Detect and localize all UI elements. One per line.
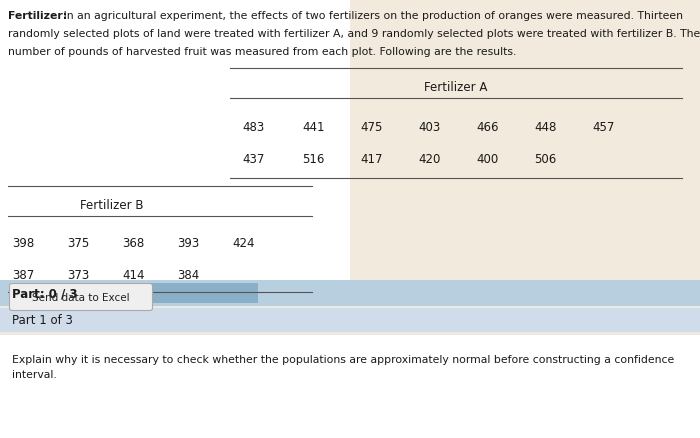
Text: 400: 400 xyxy=(476,153,498,166)
Text: 417: 417 xyxy=(360,153,382,166)
Text: number of pounds of harvested fruit was measured from each plot. Following are t: number of pounds of harvested fruit was … xyxy=(8,47,517,57)
Text: Fertilizer A: Fertilizer A xyxy=(424,81,488,94)
Text: 475: 475 xyxy=(360,121,382,134)
Text: 414: 414 xyxy=(122,268,144,281)
Bar xyxy=(108,283,258,303)
Text: 403: 403 xyxy=(418,121,440,134)
Text: 375: 375 xyxy=(67,237,90,249)
Text: 516: 516 xyxy=(302,153,324,166)
Text: 387: 387 xyxy=(12,268,34,281)
Text: 457: 457 xyxy=(592,121,615,134)
Text: 373: 373 xyxy=(67,268,90,281)
Text: randomly selected plots of land were treated with fertilizer A, and 9 randomly s: randomly selected plots of land were tre… xyxy=(8,29,700,39)
Text: 506: 506 xyxy=(534,153,556,166)
Text: 393: 393 xyxy=(177,237,199,249)
Text: 368: 368 xyxy=(122,237,144,249)
Text: Part: 0 / 3: Part: 0 / 3 xyxy=(12,287,78,300)
Text: Part 1 of 3: Part 1 of 3 xyxy=(12,314,73,327)
Text: 424: 424 xyxy=(232,237,255,249)
Text: 466: 466 xyxy=(476,121,498,134)
Text: 441: 441 xyxy=(302,121,325,134)
Text: Fertilizer:: Fertilizer: xyxy=(8,11,67,21)
Bar xyxy=(0,280,700,306)
Text: 398: 398 xyxy=(12,237,34,249)
Bar xyxy=(0,308,700,332)
FancyBboxPatch shape xyxy=(10,284,153,311)
Text: In an agricultural experiment, the effects of two fertilizers on the production : In an agricultural experiment, the effec… xyxy=(60,11,683,21)
Bar xyxy=(0,0,700,303)
Text: Explain why it is necessary to check whether the populations are approximately n: Explain why it is necessary to check whe… xyxy=(12,354,674,379)
Text: 384: 384 xyxy=(177,268,199,281)
Text: 420: 420 xyxy=(418,153,440,166)
Text: 483: 483 xyxy=(242,121,265,134)
Text: Send data to Excel: Send data to Excel xyxy=(32,292,130,302)
Text: 437: 437 xyxy=(242,153,265,166)
Text: Fertilizer B: Fertilizer B xyxy=(80,198,144,212)
Bar xyxy=(350,0,700,303)
Bar xyxy=(0,335,700,438)
Text: 448: 448 xyxy=(534,121,556,134)
